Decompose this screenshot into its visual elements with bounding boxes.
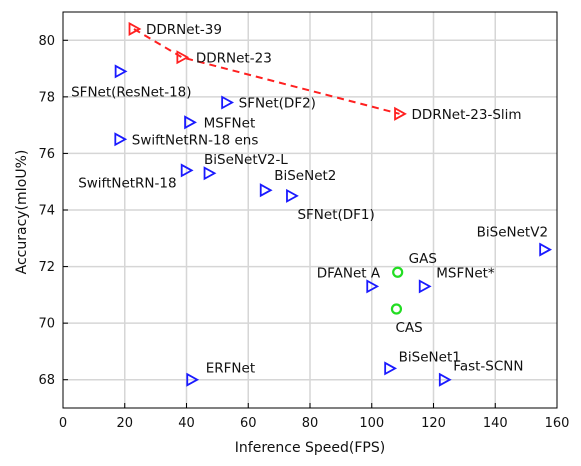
point-label: BiSeNetV2 [477,225,548,241]
x-tick-label: 0 [59,416,67,431]
point-label: BiSeNet2 [274,168,336,184]
point-labels: SFNet(ResNet-18)SFNet(DF2)MSFNetSwiftNet… [71,22,548,377]
series-lines [133,28,400,115]
x-tick-label: 40 [178,416,195,431]
point-label: MSFNet [204,115,256,131]
point-label: SFNet(DF1) [297,207,374,223]
data-point [221,95,235,110]
x-tick-label: 100 [359,416,384,431]
point-label: BiSeNetV2-L [204,152,288,168]
data-point [539,242,553,257]
x-tick-label: 160 [545,416,570,431]
point-label: ERFNet [206,361,255,377]
data-point [259,183,273,198]
data-point [180,163,194,178]
x-axis-title: Inference Speed(FPS) [235,440,385,456]
data-point [394,106,407,121]
y-tick-label: 68 [38,373,55,388]
point-label: DDRNet-39 [146,22,222,38]
y-tick-label: 78 [38,90,55,105]
y-tick-label: 76 [38,147,55,162]
markers [114,21,553,387]
y-tick-label: 72 [38,260,55,275]
point-label: SwiftNetRN-18 [78,175,176,191]
point-label: MSFNet* [436,265,495,281]
point-label: DDRNet-23-Slim [412,107,522,123]
point-label: SFNet(DF2) [239,96,316,112]
grid [63,12,557,408]
data-point [176,50,190,65]
axes: 0 20 40 60 80 100 120 140 160 68 70 72 74 76 78 80 [38,11,570,431]
data-point [286,188,299,203]
x-tick-label: 60 [240,416,257,431]
point-label: BiSeNet1 [399,349,461,365]
data-point [366,279,380,294]
data-point [114,64,128,79]
x-tick-label: 20 [116,416,133,431]
point-label: Fast-SCNN [453,359,523,375]
x-tick-label: 80 [302,416,319,431]
y-tick-label: 80 [38,34,55,49]
data-point [114,132,128,147]
data-point [203,166,217,181]
y-tick-label: 74 [38,204,55,219]
x-tick-label: 140 [483,416,508,431]
point-label: SFNet(ResNet-18) [71,84,191,100]
point-label: DDRNet-23 [196,50,272,66]
data-point [390,303,403,315]
point-label: CAS [395,320,422,336]
point-label: DFANet A [317,265,381,281]
data-point [384,361,398,376]
trend-line [133,28,400,115]
data-point [418,279,432,294]
data-point [392,266,404,278]
data-point [438,372,452,387]
y-axis-title: Accuracy(mIoU%) [14,150,30,275]
data-point [184,115,197,130]
x-tick-label: 120 [421,416,446,431]
data-point [186,372,200,387]
y-tick-label: 70 [38,317,55,332]
data-point [128,21,142,36]
point-label: SwiftNetRN-18 ens [132,132,259,148]
point-label: GAS [409,251,437,267]
